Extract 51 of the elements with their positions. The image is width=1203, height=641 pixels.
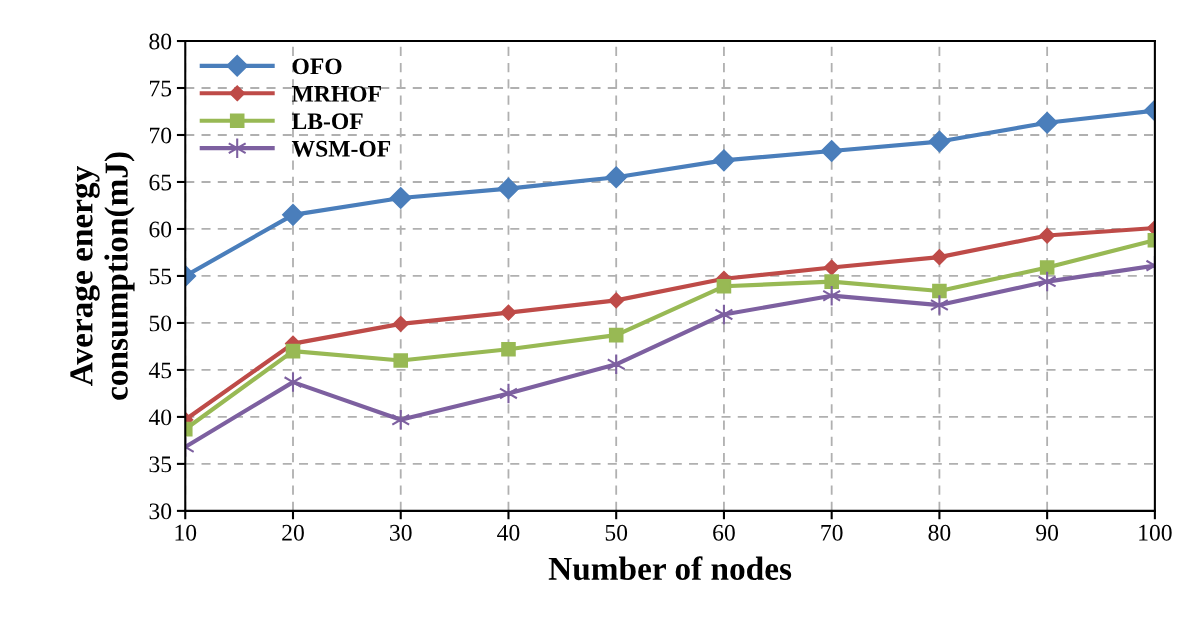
y-tick-label: 30: [149, 503, 172, 520]
y-tick-label: 50: [149, 315, 172, 332]
y-tick-label: 40: [148, 409, 172, 426]
x-tick-label: 30: [390, 524, 412, 541]
legend-label: LB-OF: [291, 113, 363, 130]
x-tick-label: 80: [928, 524, 951, 541]
point: [283, 371, 303, 393]
y-tick-label: 80: [149, 33, 172, 50]
point: [931, 249, 948, 266]
point: [497, 177, 520, 200]
legend-label: MRHOF: [291, 85, 381, 102]
x-tick-label: 50: [605, 524, 628, 541]
y-tick-label: 55: [149, 268, 172, 285]
legend-label: OFO: [292, 58, 342, 75]
x-tick-label: 90: [1036, 524, 1059, 541]
x-tick-label: 10: [175, 524, 197, 541]
y-tick-label: 60: [149, 221, 172, 238]
y-tick-label: 45: [148, 362, 172, 379]
point: [820, 140, 843, 162]
point: [501, 341, 516, 357]
point: [608, 292, 625, 309]
point: [824, 274, 839, 289]
x-tick-label: 100: [1139, 524, 1172, 541]
point: [389, 187, 412, 209]
x-tick-label: 20: [282, 524, 304, 541]
x-axis-title: Number of nodes: [548, 556, 792, 581]
point: [500, 304, 517, 321]
point: [1036, 111, 1059, 134]
point: [393, 353, 409, 368]
point: [499, 382, 518, 405]
x-tick-label: 70: [821, 524, 843, 541]
y-tick-label: 75: [150, 80, 172, 97]
legend-label: WSM-OF: [291, 140, 391, 157]
point: [713, 149, 735, 172]
y-tick-label: 65: [149, 174, 172, 191]
y-tick-label: 70: [150, 127, 172, 144]
y-axis-title: Average energy consumption(mJ): [70, 152, 135, 400]
point: [932, 283, 947, 299]
point: [282, 204, 304, 226]
point: [608, 327, 624, 343]
point: [285, 343, 301, 359]
point: [392, 315, 409, 332]
x-tick-label: 60: [713, 524, 735, 541]
point: [823, 259, 840, 276]
point: [928, 130, 951, 153]
point: [716, 279, 732, 294]
point: [1039, 227, 1056, 244]
y-tick-label: 35: [149, 456, 172, 473]
x-tick-label: 40: [497, 524, 520, 541]
point: [605, 166, 628, 189]
point: [1039, 260, 1055, 275]
